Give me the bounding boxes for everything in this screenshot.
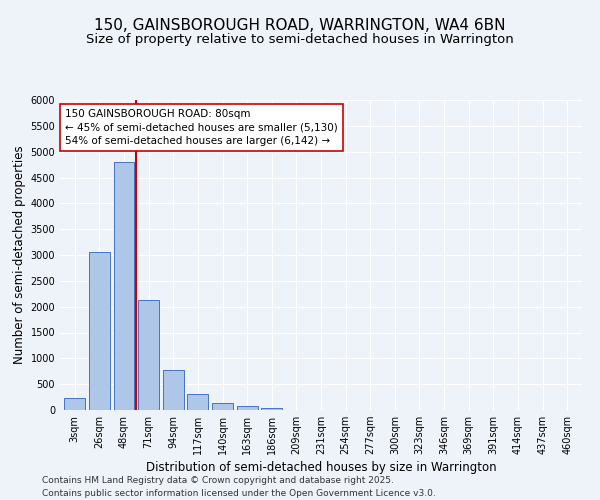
Bar (261, 408, 282, 410)
Text: 150, GAINSBOROUGH ROAD, WARRINGTON, WA4 6BN: 150, GAINSBOROUGH ROAD, WARRINGTON, WA4 … (94, 18, 506, 32)
Bar (212, 402, 233, 410)
Bar (236, 406, 257, 410)
Text: 150 GAINSBOROUGH ROAD: 80sqm
← 45% of semi-detached houses are smaller (5,130)
5: 150 GAINSBOROUGH ROAD: 80sqm ← 45% of se… (65, 110, 338, 146)
Text: Size of property relative to semi-detached houses in Warrington: Size of property relative to semi-detach… (86, 32, 514, 46)
Text: Contains HM Land Registry data © Crown copyright and database right 2025.
Contai: Contains HM Land Registry data © Crown c… (42, 476, 436, 498)
Bar (187, 394, 208, 410)
Bar (113, 162, 134, 410)
Y-axis label: Number of semi-detached properties: Number of semi-detached properties (13, 146, 26, 364)
Bar (138, 300, 159, 410)
Bar (64, 398, 85, 410)
Bar (163, 370, 184, 410)
Bar (89, 252, 110, 410)
X-axis label: Distribution of semi-detached houses by size in Warrington: Distribution of semi-detached houses by … (146, 462, 496, 474)
